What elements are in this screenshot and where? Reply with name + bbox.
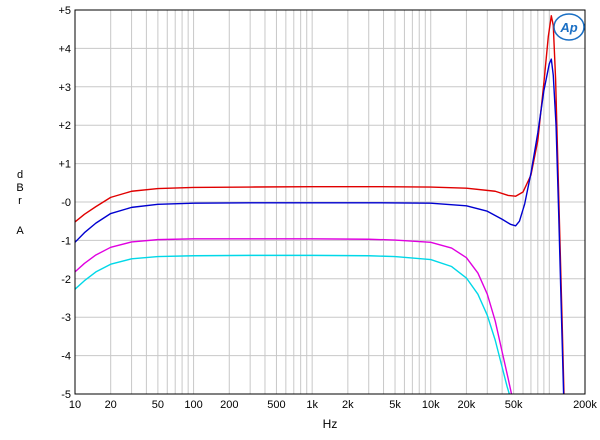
series-line-3 — [74, 238, 513, 395]
x-tick-labels: 10 20 50 100 200 500 1k 2k 5k 10k 20k 50k 200k — [69, 399, 598, 411]
series-line-4 — [74, 254, 510, 395]
y-tick-label: +2 — [58, 120, 71, 132]
grid-lines — [75, 10, 585, 394]
y-tick-label: -0 — [61, 197, 71, 209]
y-axis-label: dBr A — [16, 169, 24, 237]
y-tick-label: +3 — [58, 82, 71, 94]
x-tick-label: 200k — [573, 399, 597, 411]
x-tick-label: 500 — [267, 399, 285, 411]
y-tick-label: -3 — [61, 312, 71, 324]
x-tick-label: 20k — [458, 399, 476, 411]
y-tick-label: +1 — [58, 159, 71, 171]
plot-frame — [74, 9, 586, 395]
x-tick-label: 10k — [422, 399, 440, 411]
y-axis-label-char: d — [17, 169, 23, 181]
y-axis-label-char: r — [18, 195, 22, 207]
y-axis-label-char: A — [16, 225, 24, 237]
ap-logo: Ap — [553, 13, 585, 41]
y-axis-label-char: B — [16, 182, 23, 194]
y-tick-label: +5 — [58, 5, 71, 17]
x-tick-label: 1k — [306, 399, 318, 411]
y-tick-label: +4 — [58, 43, 71, 55]
y-tick-label: -5 — [61, 389, 71, 401]
x-tick-label: 2k — [342, 399, 354, 411]
x-axis-label: Hz — [323, 417, 338, 431]
y-tick-labels: +5 +4 +3 +2 +1 -0 -1 -2 -3 -4 -5 — [58, 5, 71, 401]
x-tick-label: 10 — [69, 399, 81, 411]
series-line-2 — [74, 58, 565, 395]
logo-text: Ap — [559, 20, 577, 35]
y-tick-label: -2 — [61, 274, 71, 286]
x-tick-label: 50k — [505, 399, 523, 411]
x-tick-label: 50 — [152, 399, 164, 411]
x-tick-label: 20 — [105, 399, 117, 411]
x-tick-label: 200 — [220, 399, 238, 411]
series-layer — [74, 15, 565, 395]
y-tick-label: -1 — [61, 235, 71, 247]
x-tick-label: 5k — [389, 399, 401, 411]
y-tick-label: -4 — [61, 351, 71, 363]
x-tick-label: 100 — [184, 399, 202, 411]
series-line-1 — [74, 15, 565, 395]
